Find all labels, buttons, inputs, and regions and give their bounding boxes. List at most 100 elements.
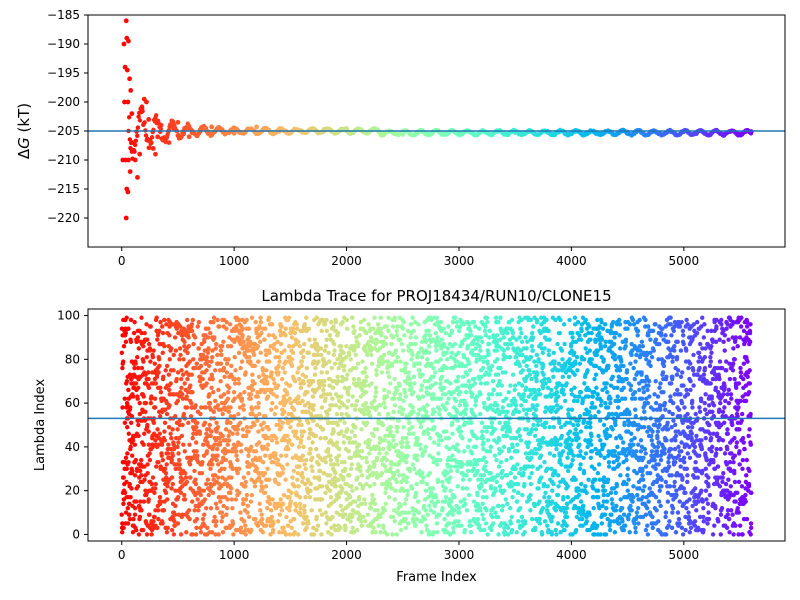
lambda-point bbox=[334, 411, 340, 417]
lambda-point bbox=[296, 444, 302, 450]
lambda-point bbox=[202, 497, 208, 502]
lambda-point bbox=[427, 435, 433, 441]
lambda-point bbox=[411, 389, 416, 395]
lambda-point bbox=[300, 409, 305, 415]
lambda-point bbox=[255, 418, 260, 423]
lambda-point bbox=[337, 512, 342, 517]
lambda-point bbox=[356, 495, 362, 500]
lambda-point bbox=[523, 335, 528, 340]
lambda-point bbox=[358, 319, 364, 325]
lambda-point bbox=[372, 462, 377, 467]
lambda-point bbox=[404, 435, 409, 441]
lambda-point bbox=[333, 319, 338, 325]
lambda-point bbox=[312, 475, 317, 480]
dg-y-axis-label: ΔG (kT) bbox=[15, 103, 33, 159]
lambda-point bbox=[160, 457, 166, 463]
dg-point bbox=[155, 134, 161, 140]
lambda-point bbox=[437, 433, 443, 439]
lambda-point bbox=[373, 385, 379, 390]
lambda-point bbox=[274, 348, 280, 353]
lambda-point bbox=[274, 435, 279, 441]
lambda-point bbox=[308, 446, 313, 452]
lambda-point bbox=[299, 470, 305, 476]
lambda-point bbox=[162, 344, 167, 349]
lambda-point bbox=[315, 523, 321, 528]
lambda-point bbox=[400, 411, 405, 417]
lambda-point bbox=[212, 368, 218, 373]
lambda-point bbox=[399, 510, 405, 515]
lambda-point bbox=[564, 523, 569, 528]
dg-point bbox=[179, 133, 184, 139]
lambda-point bbox=[198, 530, 204, 535]
lambda-point bbox=[338, 354, 343, 360]
lambda-point bbox=[250, 372, 255, 377]
lambda-point bbox=[478, 508, 483, 513]
lambda-point bbox=[159, 453, 164, 458]
lambda-point bbox=[270, 527, 276, 533]
lambda-point bbox=[448, 468, 453, 474]
lambda-point bbox=[259, 512, 264, 517]
lambda-point bbox=[527, 368, 532, 373]
lambda-point bbox=[306, 350, 312, 355]
lambda-point bbox=[253, 319, 258, 325]
lambda-point bbox=[485, 438, 491, 443]
lambda-point bbox=[204, 381, 209, 386]
lambda-point bbox=[466, 361, 472, 366]
lambda-point bbox=[285, 523, 291, 528]
lambda-point bbox=[122, 420, 128, 426]
lambda-point bbox=[410, 486, 415, 491]
lambda-point bbox=[347, 473, 352, 478]
lambda-point bbox=[424, 409, 429, 415]
lambda-point bbox=[249, 527, 254, 533]
lambda-point bbox=[283, 326, 288, 331]
lambda-point bbox=[282, 348, 287, 353]
lambda-point bbox=[431, 392, 436, 397]
lambda-point bbox=[241, 403, 246, 408]
lambda-point bbox=[497, 379, 502, 384]
lambda-point bbox=[276, 481, 281, 487]
lambda-point bbox=[206, 492, 211, 498]
lambda-point bbox=[213, 398, 218, 404]
lambda-point bbox=[359, 427, 364, 432]
lambda-point bbox=[433, 370, 438, 375]
lambda-point bbox=[534, 379, 539, 384]
lambda-point bbox=[262, 326, 268, 331]
lambda-point bbox=[411, 431, 416, 436]
lambda-point bbox=[336, 365, 341, 371]
lambda-point bbox=[255, 523, 261, 528]
lambda-point bbox=[143, 400, 149, 406]
lambda-point bbox=[324, 328, 330, 334]
lambda-point bbox=[407, 376, 412, 382]
lambda-point bbox=[486, 341, 492, 347]
lambda-point bbox=[336, 453, 342, 458]
lambda-point bbox=[182, 381, 187, 386]
lambda-point bbox=[326, 350, 331, 355]
lambda-point bbox=[300, 475, 306, 480]
lambda-point bbox=[350, 488, 355, 493]
lambda-point bbox=[380, 422, 386, 428]
lambda-point bbox=[230, 431, 235, 436]
lambda-point bbox=[260, 486, 265, 491]
lambda-point bbox=[259, 330, 264, 336]
lambda-point bbox=[164, 462, 169, 467]
lambda-point bbox=[347, 440, 352, 445]
lambda-point bbox=[153, 438, 158, 443]
lambda-point bbox=[187, 462, 193, 467]
lambda-point bbox=[481, 516, 486, 522]
lambda-point bbox=[515, 442, 520, 447]
lambda-point bbox=[506, 389, 511, 395]
lambda-point bbox=[345, 372, 350, 377]
lambda-point bbox=[404, 475, 410, 480]
lambda-point bbox=[141, 359, 146, 364]
lambda-point bbox=[444, 429, 449, 434]
lambda-point bbox=[319, 328, 324, 334]
lambda-point bbox=[286, 315, 292, 320]
lambda-point bbox=[411, 409, 416, 415]
lambda-point bbox=[120, 359, 126, 364]
lambda-point bbox=[270, 497, 275, 502]
lambda-point bbox=[513, 466, 518, 471]
lambda-point bbox=[412, 319, 418, 325]
lambda-point bbox=[187, 516, 192, 522]
lambda-point bbox=[180, 372, 186, 377]
lambda-point bbox=[243, 497, 249, 502]
